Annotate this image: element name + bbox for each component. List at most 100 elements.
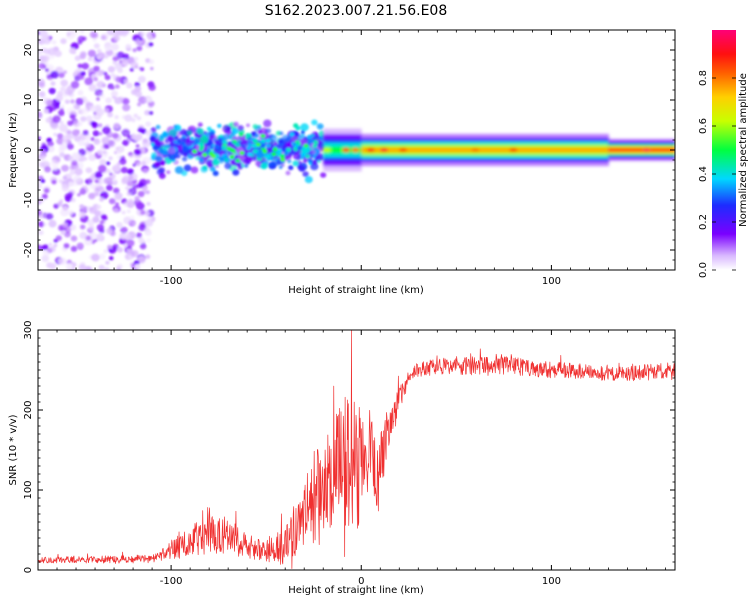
spectrogram-cell xyxy=(144,219,154,227)
spectrogram-cell xyxy=(168,129,178,137)
spectrogram-cell xyxy=(232,169,240,176)
spectrogram-cell xyxy=(110,86,115,90)
spectrogram-cell xyxy=(289,132,295,137)
spectrogram-cell xyxy=(69,113,76,120)
spectrogram-cell xyxy=(144,229,152,236)
spectrogram-cell xyxy=(126,201,135,209)
spectrogram-cell xyxy=(90,121,97,127)
snr-ticks: -100 0 100 0 100 200 300 xyxy=(23,320,675,587)
spectrogram-cell xyxy=(220,150,226,156)
spectrogram-cell xyxy=(70,99,75,104)
spectrogram-cell xyxy=(43,97,53,106)
spectrogram-cell xyxy=(148,84,156,91)
spectrogram-cell xyxy=(94,88,103,97)
spectrogram-cell xyxy=(246,123,250,128)
spectrogram-cell xyxy=(67,90,73,96)
spectrogram-cell xyxy=(148,216,152,220)
spectrogram-cell xyxy=(74,55,81,61)
spectrogram-cell xyxy=(59,120,64,125)
spectrogram-peak xyxy=(642,147,651,153)
spectrogram-cell xyxy=(232,139,238,144)
spectrogram-cell xyxy=(55,235,62,241)
spectrogram-cell xyxy=(217,123,222,128)
spectrogram-cell xyxy=(241,139,248,145)
spectrogram-cell xyxy=(152,145,159,151)
spectrogram-ylabel: Frequency (Hz) xyxy=(8,112,19,188)
spectrogram-cell xyxy=(77,35,85,43)
spectrogram-cell xyxy=(114,84,120,89)
spectrogram-cell xyxy=(320,172,327,178)
spectrogram-cell xyxy=(96,233,104,240)
spectrogram-cell xyxy=(41,244,48,250)
spectrogram-cell xyxy=(150,127,157,133)
spectrogram-cell xyxy=(88,84,97,92)
spectrogram-cell xyxy=(41,193,48,200)
spectrogram-cell xyxy=(254,133,260,138)
spectrogram-cell xyxy=(246,146,252,151)
snr-series-line xyxy=(38,330,675,569)
spectrogram-cell xyxy=(117,263,123,269)
spectrogram-cell xyxy=(140,67,145,72)
colorbar-tick-label: 0.4 xyxy=(698,166,709,182)
spectrogram-cell xyxy=(57,90,64,97)
spectrogram-cell xyxy=(307,158,313,163)
spectrogram-cell xyxy=(98,123,103,127)
spectrogram-cell xyxy=(179,149,184,154)
spectrogram-cell xyxy=(252,149,258,154)
spectrogram-cell xyxy=(300,123,309,132)
spectrogram-cell xyxy=(84,142,91,148)
spectrogram-cell xyxy=(305,154,311,159)
spectrogram-cell xyxy=(72,175,82,183)
spectrogram-cell xyxy=(210,153,216,158)
spectrogram-cell xyxy=(45,213,54,220)
spectrogram-cell xyxy=(237,125,244,132)
spectrogram-cell xyxy=(52,165,58,171)
spectrogram-cell xyxy=(112,60,118,65)
spectrogram-peak xyxy=(380,147,389,153)
figure-title: S162.2023.007.21.56.E08 xyxy=(265,3,448,19)
spectrogram-scatter-texture xyxy=(38,30,328,270)
spectrogram-cell xyxy=(107,66,115,73)
spectrogram-cell xyxy=(177,136,187,145)
spectrogram-cell xyxy=(38,230,44,236)
spectrogram-cell xyxy=(63,243,70,249)
spectrogram-cell xyxy=(209,145,214,150)
spectrogram-cell xyxy=(168,152,177,161)
spectrogram-cell xyxy=(111,43,119,51)
spectrogram-cell xyxy=(136,232,142,238)
spectrogram-cell xyxy=(41,55,50,63)
spectrogram-cell xyxy=(185,139,193,147)
spectrogram-cell xyxy=(112,56,119,62)
spectrogram-cell xyxy=(101,151,109,158)
spectrogram-cell xyxy=(48,219,57,228)
spectrogram-cell xyxy=(224,158,228,162)
spectrogram-cell xyxy=(293,147,299,151)
spectrogram-cell xyxy=(46,262,53,269)
spectrogram-cell xyxy=(93,65,100,72)
spectrogram-cell xyxy=(122,139,129,146)
spectrogram-cell xyxy=(107,139,116,147)
spectrogram-cell xyxy=(280,157,286,162)
spectrogram-cell xyxy=(112,164,121,173)
spectrogram-peak xyxy=(471,147,480,153)
spectrogram-cell xyxy=(145,254,151,259)
spectrogram-cell xyxy=(126,191,132,196)
spectrogram-cell xyxy=(135,133,143,141)
spectrogram-cell xyxy=(60,38,67,45)
spectrogram-cell xyxy=(302,171,309,178)
spectrogram-cell xyxy=(209,134,215,140)
colorbar-tick-label: 0.0 xyxy=(698,262,709,278)
spectrogram-cell xyxy=(257,130,263,135)
spectrogram-cell xyxy=(48,141,53,146)
spectrogram-cell xyxy=(60,231,65,235)
spectrogram-cell xyxy=(61,184,70,192)
spectrogram-cell xyxy=(89,232,97,239)
x-tick-label: 100 xyxy=(542,276,561,287)
spectrogram-cell xyxy=(94,171,103,179)
spectrogram-cell xyxy=(65,263,73,270)
spectrogram-cell xyxy=(57,133,64,139)
colorbar-tick-label: 0.2 xyxy=(698,214,709,230)
spectrogram-cell xyxy=(137,255,146,264)
snr-ylabel: SNR (10 * v/v) xyxy=(8,414,19,485)
